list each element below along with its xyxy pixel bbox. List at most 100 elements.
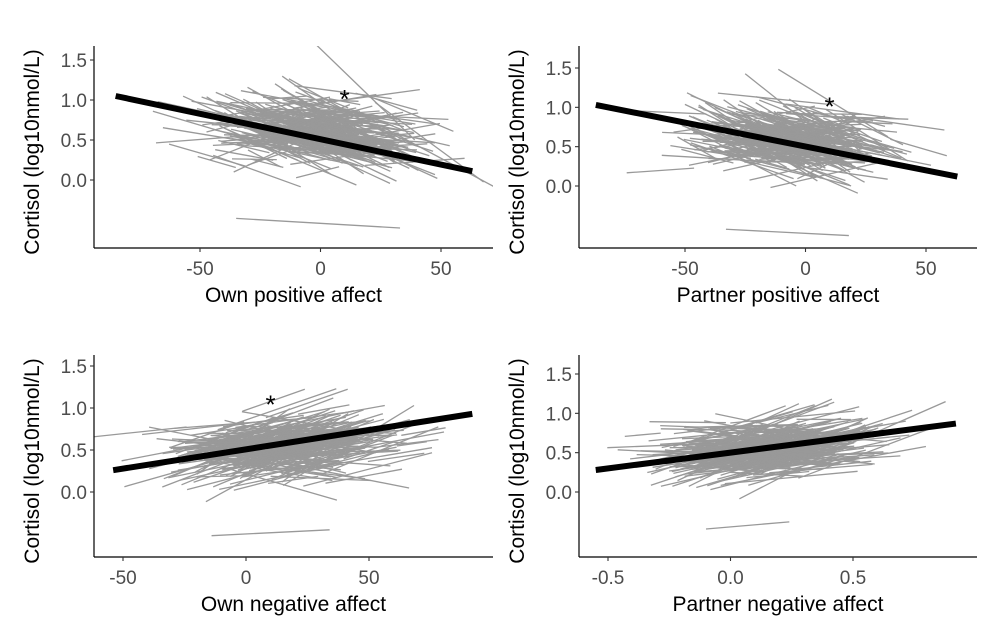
individual-line <box>786 132 825 136</box>
individual-line <box>693 426 768 454</box>
x-axis-title: Own negative affect <box>201 593 386 616</box>
individual-line <box>742 418 867 446</box>
individual-line <box>259 436 293 441</box>
individual-line <box>352 109 407 133</box>
individual-line <box>242 112 283 119</box>
individual-line <box>750 449 814 457</box>
individual-line <box>142 422 244 436</box>
individual-line <box>740 405 816 436</box>
individual-line <box>396 441 427 447</box>
individual-line <box>708 453 839 470</box>
individual-line <box>684 423 798 429</box>
y-tick-label: 0.5 <box>61 131 87 152</box>
individual-line <box>309 434 360 449</box>
individual-line <box>677 136 718 160</box>
panel-partner-negative-affect: 0.0 0.5 1.0 1.5 -0.5 0.0 0.5 Partner negative a… <box>506 355 977 616</box>
individual-line <box>316 46 416 141</box>
individual-line <box>215 149 274 161</box>
individual-line <box>807 128 844 134</box>
individual-line <box>197 155 236 169</box>
individual-line <box>265 388 348 419</box>
individual-line <box>328 98 361 106</box>
individual-line <box>720 456 768 459</box>
significance-annotation: * <box>266 389 276 419</box>
individual-line <box>224 122 325 146</box>
individual-line <box>217 388 337 431</box>
individual-line <box>257 397 334 428</box>
individual-line <box>295 166 340 179</box>
individual-line <box>232 446 293 457</box>
outlier-line <box>211 529 330 537</box>
individual-line <box>739 159 814 178</box>
individual-line <box>707 151 822 154</box>
y-axis-title: Cortisol (log10nmol/L) <box>506 49 529 254</box>
individual-line <box>303 88 420 107</box>
individual-line <box>325 468 403 484</box>
individual-line <box>717 92 832 106</box>
y-axis-title: Cortisol (log10nmol/L) <box>21 49 44 254</box>
individual-line <box>286 463 410 489</box>
individual-line <box>272 137 373 164</box>
individual-line <box>797 119 912 153</box>
individual-line <box>373 438 439 449</box>
y-tick-label: 0.0 <box>546 483 572 504</box>
individual-line <box>339 133 394 154</box>
individual-line <box>203 429 316 453</box>
y-tick-label: 1.0 <box>546 98 572 119</box>
individual-line <box>626 167 695 174</box>
x-axis-title: Partner positive affect <box>677 284 880 307</box>
individual-line <box>168 143 247 167</box>
y-tick-label: 0.5 <box>546 138 572 159</box>
individual-line <box>791 157 866 164</box>
individual-line <box>724 470 858 485</box>
y-tick-label: 1.0 <box>61 91 87 112</box>
individual-line <box>752 148 846 182</box>
individual-line <box>327 404 385 417</box>
individual-line <box>756 121 853 146</box>
individual-line <box>737 457 797 460</box>
x-tick-label: -50 <box>671 259 698 280</box>
outlier-line <box>725 228 849 237</box>
individual-line <box>759 99 858 140</box>
individual-line <box>224 419 308 442</box>
individual-line <box>755 404 829 424</box>
individual-line <box>820 143 873 157</box>
individual-line <box>367 452 425 463</box>
individual-lines <box>619 68 947 194</box>
individual-line <box>763 403 800 421</box>
y-tick-label: 1.0 <box>546 404 572 425</box>
individual-line <box>756 159 816 165</box>
individual-line <box>699 428 814 479</box>
individual-line <box>745 459 832 474</box>
individual-line <box>225 412 294 434</box>
individual-line <box>235 445 321 465</box>
individual-line <box>236 134 357 186</box>
individual-line <box>741 404 815 427</box>
individual-line <box>814 141 932 166</box>
fit-line <box>595 102 958 180</box>
individual-line <box>826 449 866 460</box>
individual-line <box>322 426 439 475</box>
individual-line <box>826 121 861 152</box>
individual-line <box>264 141 332 170</box>
y-tick-label: 0.0 <box>61 483 87 504</box>
individual-line <box>808 133 864 143</box>
individual-line <box>722 398 833 448</box>
y-tick-label: 0.5 <box>546 444 572 465</box>
individual-line <box>890 138 947 157</box>
individual-line <box>753 467 826 476</box>
individual-line <box>230 102 303 104</box>
significance-annotation: * <box>340 84 350 114</box>
x-tick-label: 0 <box>241 568 252 589</box>
individual-line <box>310 102 361 113</box>
x-tick-label: 0.0 <box>717 568 743 589</box>
individual-line <box>250 128 345 155</box>
individual-line <box>795 111 883 143</box>
x-tick-label: 0 <box>315 259 326 280</box>
significance-annotation: * <box>825 91 835 121</box>
individual-line <box>170 441 219 450</box>
individual-line <box>755 102 802 131</box>
individual-line <box>746 157 852 187</box>
x-axis-title: Own positive affect <box>205 284 382 307</box>
